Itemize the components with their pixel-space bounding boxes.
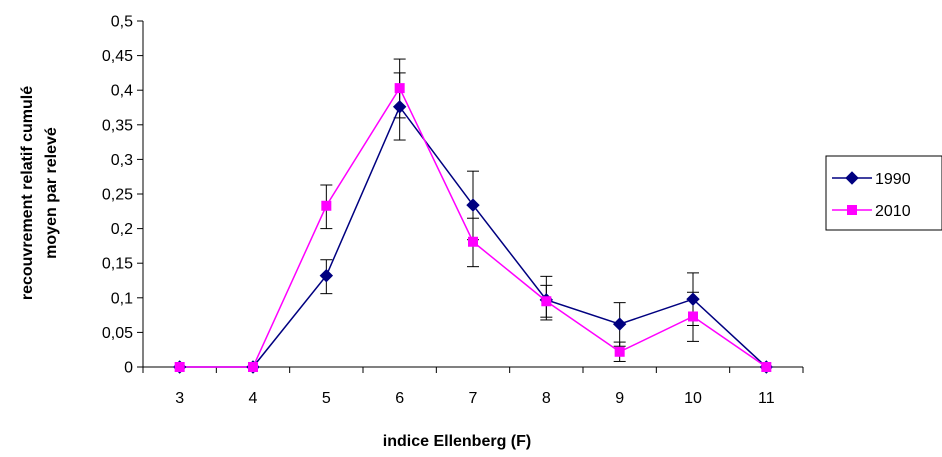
legend-label-1990: 1990 (875, 171, 911, 188)
data-point-2010 (614, 346, 625, 357)
y-tick-label: 0,5 (111, 14, 133, 31)
y-axis-title-line-2: moyen par relevé (43, 127, 60, 259)
data-point-2010 (541, 296, 552, 307)
tick-labels: 0 0,05 0,1 0,15 0,2 0,25 0,3 0,35 0,4 0,45 0,5 3 4 5 6… (102, 14, 775, 408)
x-tick-label: 5 (322, 390, 331, 407)
x-tick-label: 9 (615, 390, 624, 407)
series-markers (172, 83, 774, 374)
y-tick-label: 0 (124, 360, 133, 377)
data-point-2010 (688, 311, 698, 322)
data-point-1990 (612, 317, 627, 331)
x-tick-label: 4 (249, 390, 258, 407)
y-tick-label: 0,05 (102, 325, 133, 342)
data-point-2010 (321, 200, 332, 211)
y-tick-label: 0,3 (111, 152, 133, 169)
data-point-1990 (319, 268, 334, 283)
y-tick-label: 0,35 (102, 117, 133, 134)
data-point-1990 (466, 198, 480, 212)
legend: 1990 2010 (825, 155, 942, 231)
legend-box (825, 155, 942, 231)
y-tick-label: 0,4 (111, 83, 133, 100)
legend-marker-2010 (847, 205, 857, 215)
legend-label-2010: 2010 (875, 203, 911, 220)
y-axis-title: recouvrement relatif cumulé moyen par re… (19, 86, 60, 300)
y-tick-label: 0,45 (102, 48, 133, 65)
data-point-1990 (686, 292, 700, 306)
data-point-2010 (174, 362, 185, 372)
data-point-2010 (468, 236, 478, 247)
data-point-1990 (392, 100, 407, 114)
x-tick-label: 6 (395, 390, 404, 407)
x-tick-label: 7 (469, 390, 478, 407)
x-tick-label: 10 (684, 390, 702, 407)
x-tick-label: 11 (758, 390, 775, 407)
y-tick-label: 0,25 (102, 187, 133, 204)
data-point-2010 (761, 362, 772, 372)
data-point-2010 (248, 362, 258, 372)
legend-marker-1990 (845, 171, 859, 185)
y-axis-title-line-1: recouvrement relatif cumulé (19, 86, 36, 300)
axes (137, 20, 804, 373)
y-tick-label: 0,2 (111, 221, 133, 238)
x-tick-label: 3 (175, 390, 184, 407)
x-tick-label: 8 (542, 390, 551, 407)
data-point-2010 (394, 83, 405, 94)
y-tick-label: 0,1 (111, 290, 133, 307)
y-tick-label: 0,15 (102, 256, 133, 273)
x-axis-title: indice Ellenberg (F) (383, 433, 531, 450)
